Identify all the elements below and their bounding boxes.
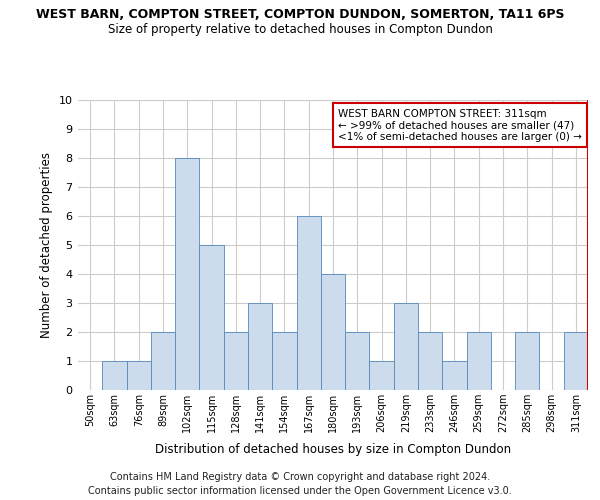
Bar — [175, 158, 199, 390]
Bar — [151, 332, 175, 390]
Text: Distribution of detached houses by size in Compton Dundon: Distribution of detached houses by size … — [155, 442, 511, 456]
Text: Size of property relative to detached houses in Compton Dundon: Size of property relative to detached ho… — [107, 22, 493, 36]
Bar — [296, 216, 321, 390]
Text: Contains HM Land Registry data © Crown copyright and database right 2024.: Contains HM Land Registry data © Crown c… — [110, 472, 490, 482]
Text: Contains public sector information licensed under the Open Government Licence v3: Contains public sector information licen… — [88, 486, 512, 496]
Bar — [102, 361, 127, 390]
Bar — [564, 332, 588, 390]
Y-axis label: Number of detached properties: Number of detached properties — [40, 152, 53, 338]
Bar — [199, 245, 224, 390]
Bar — [394, 303, 418, 390]
Bar — [248, 303, 272, 390]
Bar — [442, 361, 467, 390]
Text: WEST BARN, COMPTON STREET, COMPTON DUNDON, SOMERTON, TA11 6PS: WEST BARN, COMPTON STREET, COMPTON DUNDO… — [36, 8, 564, 20]
Bar — [418, 332, 442, 390]
Bar — [515, 332, 539, 390]
Bar — [345, 332, 370, 390]
Bar — [224, 332, 248, 390]
Text: WEST BARN COMPTON STREET: 311sqm
← >99% of detached houses are smaller (47)
<1% : WEST BARN COMPTON STREET: 311sqm ← >99% … — [338, 108, 582, 142]
Bar — [272, 332, 296, 390]
Bar — [370, 361, 394, 390]
Bar — [467, 332, 491, 390]
Bar — [321, 274, 345, 390]
Bar — [127, 361, 151, 390]
